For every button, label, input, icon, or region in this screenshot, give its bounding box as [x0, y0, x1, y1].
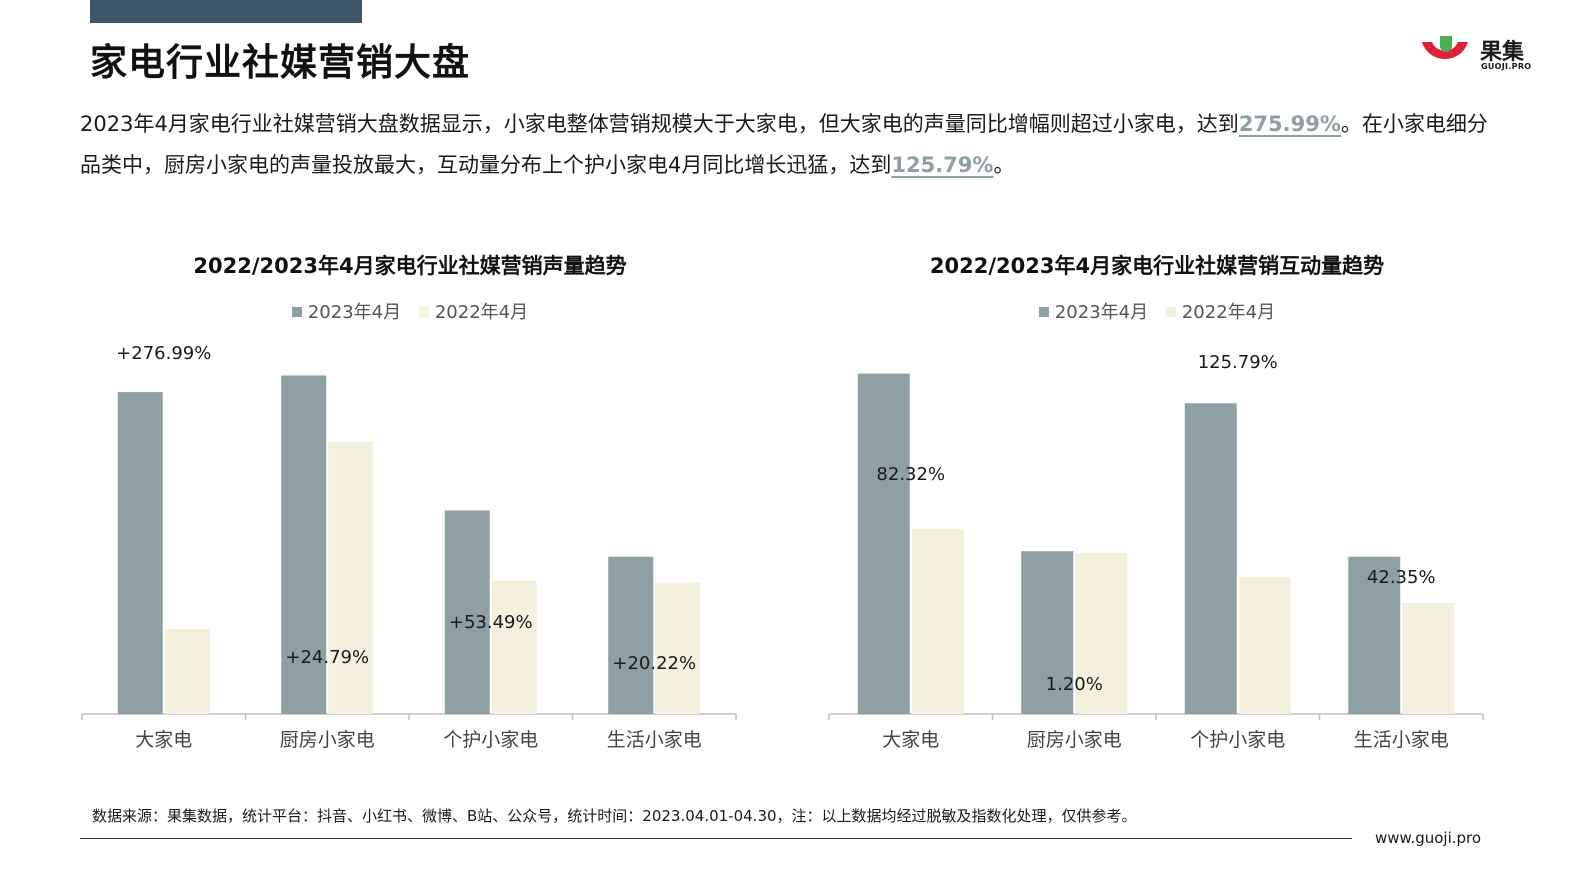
legend-label-2022: 2022年4月 — [1181, 302, 1276, 323]
yoy-growth-label: 1.20% — [1046, 674, 1103, 695]
summary-text-3: 。 — [993, 153, 1015, 177]
bar-2023 — [608, 556, 654, 714]
bar-2023 — [444, 510, 490, 714]
data-source-note: 数据来源：果集数据，统计平台：抖音、小红书、微博、B站、公众号，统计时间：202… — [92, 807, 1137, 825]
bar-2023 — [117, 392, 163, 714]
page-title: 家电行业社媒营销大盘 — [90, 41, 470, 84]
bar-2023 — [1184, 403, 1237, 714]
summary-highlight-1: 275.99% — [1238, 112, 1341, 136]
footer-url: www.guoji.pro — [1375, 829, 1482, 847]
footer-divider — [80, 838, 1352, 839]
bar-2022 — [164, 628, 210, 714]
yoy-growth-label: +276.99% — [116, 343, 211, 364]
legend-swatch-2022 — [418, 307, 429, 317]
x-tick-label: 个护小家电 — [443, 729, 538, 751]
yoy-growth-label: +20.22% — [612, 653, 696, 674]
yoy-growth-label: 42.35% — [1367, 567, 1436, 588]
logo-name-en: GUOJI.PRO — [1481, 62, 1532, 71]
x-tick-label: 大家电 — [135, 729, 192, 751]
legend-item-2022: 2022年4月 — [418, 298, 529, 324]
yoy-growth-label: +24.79% — [285, 647, 369, 668]
chart-title: 2022/2023年4月家电行业社媒营销声量趋势 — [193, 254, 627, 278]
bar-2023 — [857, 373, 910, 714]
summary-text-2: 。在小家电细分品类中，厨房小家电的声量投放最大，互动量分布上个护小家电4月同比增… — [80, 112, 1488, 177]
bar-2022 — [655, 582, 701, 714]
x-tick-label: 厨房小家电 — [1027, 729, 1122, 751]
x-tick-label: 大家电 — [882, 729, 939, 751]
legend-item-2022: 2022年4月 — [1165, 298, 1276, 324]
summary-paragraph: 2023年4月家电行业社媒营销大盘数据显示，小家电整体营销规模大于大家电，但大家… — [80, 104, 1500, 186]
chart-legend: 2023年4月 2022年4月 — [70, 298, 750, 324]
guoji-logo-icon — [1422, 36, 1468, 60]
engagement-chart-plot: 大家电 82.32% 厨房小家电 1.20% 个护小家电 125.79% 生活小家电 42.3… — [828, 352, 1484, 751]
bar-2022 — [491, 580, 537, 714]
legend-item-2023: 2023年4月 — [1038, 298, 1149, 324]
summary-highlight-2: 125.79% — [891, 153, 994, 177]
legend-label-2022: 2022年4月 — [434, 302, 529, 323]
bar-2023 — [281, 375, 327, 714]
volume-chart: 2022/2023年4月家电行业社媒营销声量趋势 2023年4月 2022年4月… — [70, 240, 750, 770]
x-tick-label: 生活小家电 — [607, 729, 702, 751]
legend-swatch-2023 — [291, 307, 302, 317]
chart-title: 2022/2023年4月家电行业社媒营销互动量趋势 — [929, 254, 1385, 278]
yoy-growth-label: +53.49% — [449, 612, 533, 633]
engagement-chart: 2022/2023年4月家电行业社媒营销互动量趋势 2023年4月 2022年4… — [817, 240, 1497, 770]
x-tick-label: 厨房小家电 — [280, 729, 375, 751]
legend-label-2023: 2023年4月 — [1054, 302, 1149, 323]
volume-chart-plot: 大家电 +276.99% 厨房小家电 +24.79% 个护小家电 +53.49% 生活小家电… — [81, 343, 737, 751]
bar-2022 — [328, 442, 374, 714]
bar-2023 — [1348, 556, 1401, 714]
bar-2022 — [911, 529, 964, 714]
legend-label-2023: 2023年4月 — [307, 302, 402, 323]
bar-2022 — [1238, 577, 1291, 714]
summary-text-1: 2023年4月家电行业社媒营销大盘数据显示，小家电整体营销规模大于大家电，但大家… — [80, 112, 1239, 136]
legend-swatch-2022 — [1165, 307, 1176, 317]
legend-swatch-2023 — [1038, 307, 1049, 317]
top-accent-bar — [90, 0, 362, 23]
bar-2022 — [1402, 603, 1455, 714]
x-tick-label: 个护小家电 — [1190, 729, 1285, 751]
x-tick-label: 生活小家电 — [1354, 729, 1449, 751]
brand-logo: 果集 GUOJI.PRO — [1418, 32, 1538, 76]
bar-2022 — [1075, 553, 1128, 714]
chart-legend: 2023年4月 2022年4月 — [817, 298, 1497, 324]
legend-item-2023: 2023年4月 — [291, 298, 402, 324]
logo-name-cn: 果集 — [1480, 40, 1525, 65]
yoy-growth-label: 125.79% — [1198, 352, 1278, 373]
bar-2023 — [1021, 551, 1074, 714]
yoy-growth-label: 82.32% — [876, 464, 945, 485]
